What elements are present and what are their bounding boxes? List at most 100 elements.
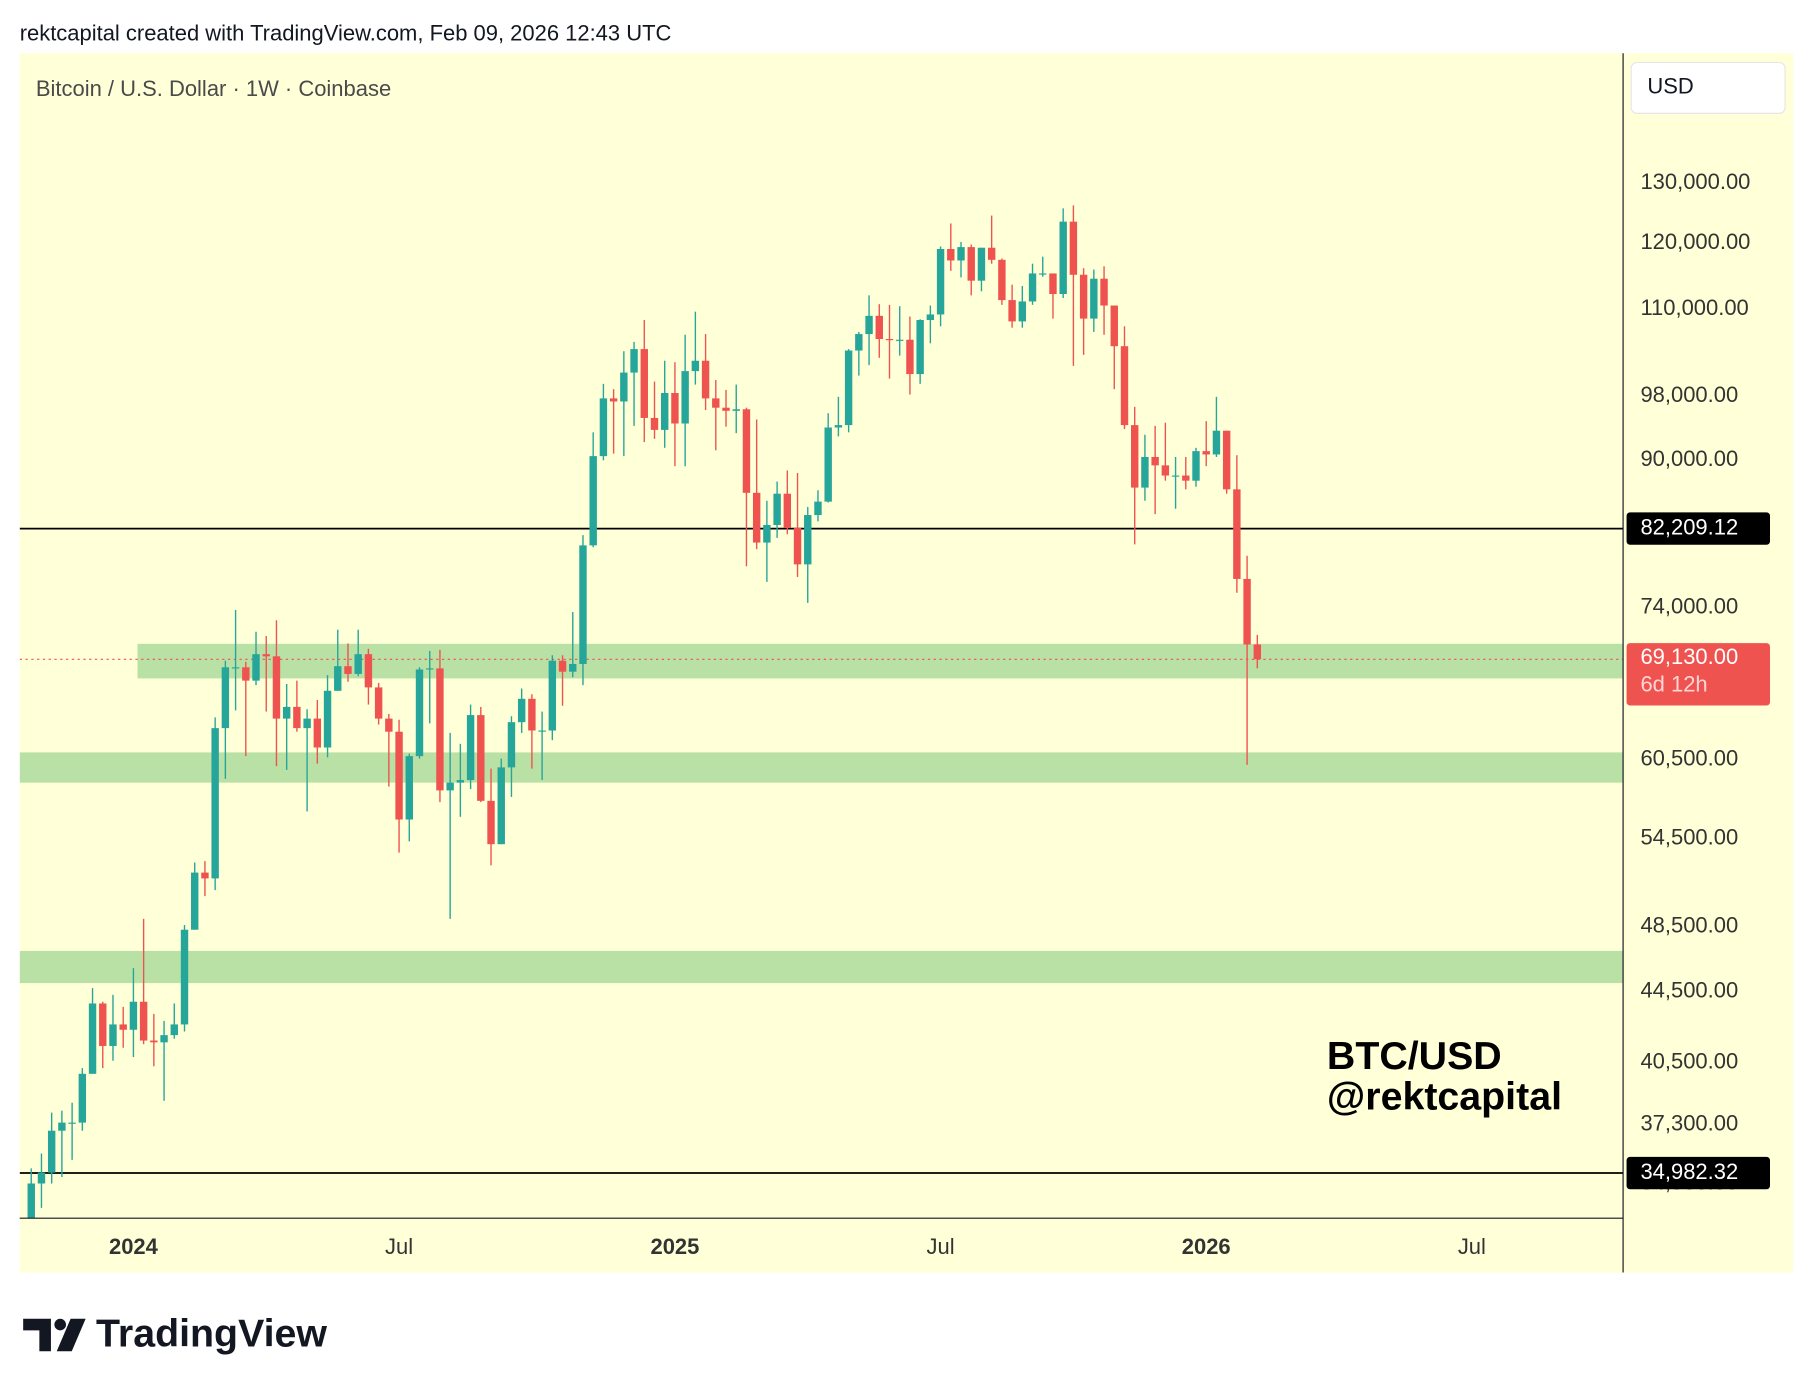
- candle-body: [548, 660, 557, 731]
- candle-body: [119, 1024, 127, 1030]
- candle-body: [477, 715, 485, 801]
- candle-body: [569, 663, 577, 672]
- chart-title: Bitcoin / U.S. Dollar · 1W · Coinbase: [36, 76, 391, 101]
- candle-body: [630, 349, 638, 373]
- candle-body: [252, 654, 260, 681]
- level-label-box: [1626, 512, 1771, 545]
- support-zone: [137, 643, 1624, 679]
- header: rektcapital created with TradingView.com…: [20, 21, 672, 46]
- candle-body: [27, 1183, 35, 1219]
- candle-body: [609, 398, 618, 402]
- candle-body: [180, 929, 189, 1025]
- candle-body: [752, 492, 761, 543]
- candle-body: [1202, 451, 1210, 455]
- candle-body: [661, 392, 669, 430]
- candle-body: [415, 669, 424, 757]
- candle-body: [650, 417, 659, 430]
- candle-body: [1151, 456, 1159, 466]
- candle-body: [1161, 465, 1170, 476]
- lines: [19, 527, 1624, 1174]
- candle-body: [599, 398, 608, 457]
- candle-body: [47, 1130, 56, 1173]
- candle-body: [701, 360, 710, 399]
- candle-body: [977, 247, 986, 281]
- candle-body: [1243, 578, 1251, 645]
- candle-body: [1018, 301, 1027, 322]
- candle-body: [528, 698, 536, 731]
- candle-body: [1192, 451, 1200, 481]
- candle-body: [742, 409, 751, 493]
- candle-body: [1171, 475, 1180, 477]
- candle-body: [129, 1001, 138, 1030]
- x-tick-label: Jul: [1458, 1234, 1486, 1259]
- candle-body: [916, 319, 924, 375]
- candle-body: [1008, 300, 1016, 322]
- y-tick-label: 48,500.00: [1640, 912, 1738, 937]
- candle-body: [109, 1024, 117, 1046]
- support-zone: [19, 950, 1624, 984]
- candle-body: [783, 493, 792, 528]
- x-tick-label: 2024: [109, 1234, 159, 1259]
- candle-body: [395, 731, 403, 820]
- candle-body: [896, 339, 904, 341]
- candle-body: [926, 314, 935, 320]
- candle-body: [763, 525, 771, 543]
- x-tick-label: 2026: [1182, 1234, 1231, 1259]
- candle-body: [640, 349, 648, 418]
- y-tick-label: 40,500.00: [1640, 1048, 1738, 1073]
- last-price-label: 69,130.00: [1640, 644, 1738, 669]
- x-tick-label: Jul: [385, 1234, 413, 1259]
- currency[interactable]: USD: [1647, 74, 1693, 99]
- candle-body: [865, 315, 873, 335]
- candle-body: [37, 1172, 46, 1184]
- candle-body: [1049, 273, 1057, 295]
- candle-body: [793, 527, 802, 565]
- y-tick-label: 44,500.00: [1640, 977, 1738, 1002]
- candle-body: [885, 339, 894, 341]
- candle-body: [446, 782, 454, 791]
- candle-body: [824, 427, 832, 502]
- watermark: BTC/USD: [1327, 1034, 1502, 1078]
- candle-body: [620, 372, 628, 402]
- candle-body: [834, 425, 843, 428]
- candle-body: [201, 872, 209, 879]
- candle-body: [1141, 456, 1149, 488]
- candle-body: [374, 687, 383, 719]
- candle-body: [242, 667, 250, 681]
- brand-logo: [23, 1318, 86, 1352]
- candle-body: [436, 668, 444, 791]
- candle-body: [712, 398, 720, 408]
- level-label-box: [1626, 1156, 1771, 1190]
- candle-body: [466, 715, 475, 781]
- candle-body: [1059, 221, 1067, 295]
- candle-body: [906, 339, 914, 375]
- candle-body: [1233, 489, 1241, 579]
- candle-body: [88, 1003, 97, 1074]
- candle-body: [78, 1073, 87, 1123]
- candle-body: [855, 334, 863, 351]
- level-label: 82,209.12: [1640, 514, 1738, 539]
- candle-body: [99, 1003, 107, 1046]
- currency-box[interactable]: [1630, 61, 1786, 114]
- candle-body: [1028, 273, 1037, 302]
- candle-body: [1253, 644, 1262, 660]
- support-zone: [19, 752, 1624, 783]
- candle-body: [1069, 221, 1078, 275]
- candle-body: [538, 730, 546, 732]
- brand: TradingView: [96, 1312, 327, 1356]
- x-tick-label: 2025: [650, 1234, 699, 1259]
- candle-body: [875, 315, 883, 340]
- countdown: 6d 12h: [1640, 672, 1707, 697]
- candle-body: [426, 668, 434, 670]
- level-label: 34,982.32: [1640, 1159, 1738, 1184]
- candle-body: [313, 718, 322, 748]
- candle-body: [272, 656, 281, 719]
- y-tick-label: 120,000.00: [1640, 229, 1750, 254]
- candle-body: [804, 515, 812, 565]
- y-tick-label: 74,000.00: [1640, 594, 1738, 619]
- candle-body: [68, 1122, 76, 1124]
- candle-body: [1222, 430, 1231, 490]
- candle-body: [160, 1035, 168, 1043]
